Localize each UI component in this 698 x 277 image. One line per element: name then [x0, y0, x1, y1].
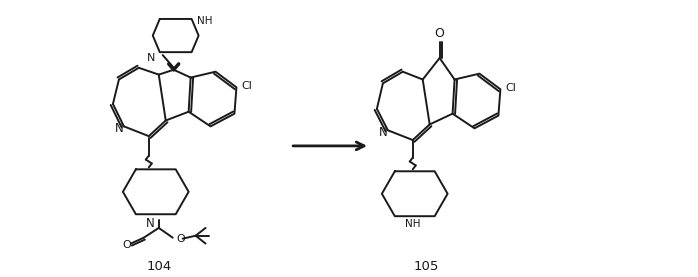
Text: Cl: Cl	[505, 83, 517, 93]
Text: N: N	[147, 53, 155, 63]
Text: N: N	[114, 122, 124, 135]
Text: O: O	[435, 27, 445, 40]
Text: Cl: Cl	[242, 81, 252, 91]
Text: 104: 104	[146, 260, 172, 273]
Text: 105: 105	[414, 260, 439, 273]
Text: N: N	[146, 217, 155, 230]
Text: NH: NH	[197, 16, 212, 26]
Text: O: O	[177, 234, 186, 244]
Text: O: O	[123, 240, 131, 250]
Text: N: N	[378, 126, 387, 139]
Text: NH: NH	[405, 219, 420, 229]
